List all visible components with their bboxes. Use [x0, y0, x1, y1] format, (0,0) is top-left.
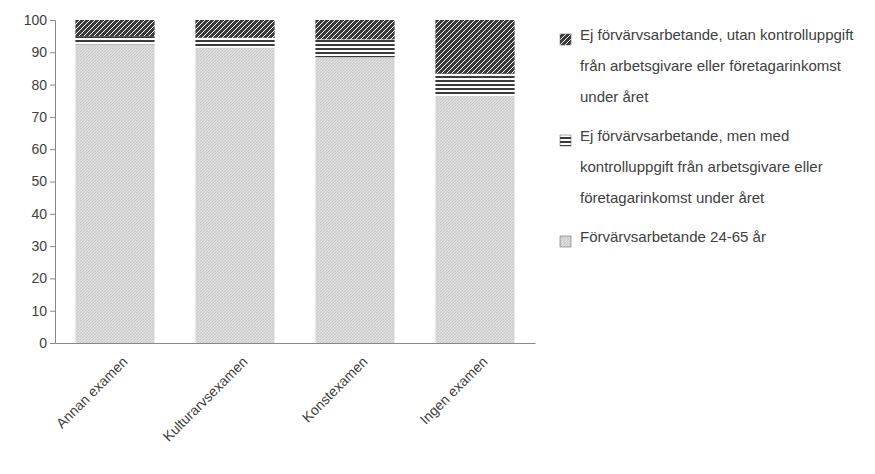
tick-mark [50, 214, 55, 215]
chart: 0 10 20 30 40 50 60 70 80 90 100 Annan examen Kultur… [0, 0, 875, 474]
bar [435, 20, 514, 73]
tick: 80 [31, 77, 55, 93]
tick: 90 [31, 44, 55, 60]
tick: Annan examen [53, 343, 131, 431]
bar [75, 44, 154, 343]
bar [195, 38, 274, 48]
series [75, 44, 514, 343]
tick: 50 [31, 173, 55, 189]
tick-mark [50, 85, 55, 86]
tick: 20 [31, 270, 55, 286]
axis-line [50, 21, 56, 344]
bar [75, 36, 154, 44]
legend-swatch [560, 236, 571, 247]
tick-mark [50, 182, 55, 183]
tick-mark [50, 117, 55, 118]
tick-label: 90 [31, 44, 47, 60]
tick: 10 [31, 303, 55, 319]
tick: 100 [24, 12, 55, 28]
tick: Ingen examen [417, 343, 491, 427]
bars [75, 20, 514, 343]
tick-mark [50, 149, 55, 150]
tick-mark [50, 20, 55, 21]
tick: 30 [31, 238, 55, 254]
bar [435, 96, 514, 343]
tick: 40 [31, 206, 55, 222]
tick-label: Ingen examen [417, 353, 491, 427]
legend-item: Förvärvsarbetande 24-65 år [560, 228, 766, 247]
legend-swatch [560, 34, 571, 45]
tick-mark [50, 343, 55, 344]
tick-label: 80 [31, 77, 47, 93]
bar [435, 73, 514, 96]
series [75, 20, 514, 73]
y-axis: 0 10 20 30 40 50 60 70 80 90 100 [24, 12, 56, 351]
tick-label: Kulturarvsexamen [160, 353, 251, 444]
tick-label: 100 [24, 12, 48, 28]
bar [195, 47, 274, 343]
legend-item: Ej förvärvsarbetande, men medkontrollupp… [560, 127, 823, 206]
tick: Kulturarvsexamen [160, 343, 251, 444]
legend-item: Ej förvärvsarbetande, utan kontrolluppgi… [560, 26, 854, 105]
legend-label: Ej förvärvsarbetande, men medkontrollupp… [580, 127, 823, 206]
tick-label: 20 [31, 270, 47, 286]
tick-label: 50 [31, 173, 47, 189]
bar [75, 20, 154, 36]
tick-label: 40 [31, 206, 47, 222]
x-axis: Annan examen Kulturarvsexamen Konstexamen I… [53, 343, 536, 444]
tick-label: 10 [31, 303, 47, 319]
tick-label: 30 [31, 238, 47, 254]
axis-line [56, 343, 536, 344]
tick-mark [50, 52, 55, 53]
tick-label: 60 [31, 141, 47, 157]
tick-label: 70 [31, 109, 47, 125]
tick-label: Annan examen [53, 353, 131, 431]
tick: Konstexamen [299, 343, 371, 425]
tick-mark [50, 311, 55, 312]
tick: 0 [39, 335, 55, 351]
tick: 70 [31, 109, 55, 125]
legend: Ej förvärvsarbetande, utan kontrolluppgi… [560, 26, 854, 247]
legend-swatch [560, 135, 571, 146]
bar [315, 39, 394, 57]
tick-label: Konstexamen [299, 353, 371, 425]
bar [315, 20, 394, 39]
tick-mark [50, 246, 55, 247]
tick: 60 [31, 141, 55, 157]
legend-label: Ej förvärvsarbetande, utan kontrolluppgi… [580, 26, 854, 105]
plot: 0 10 20 30 40 50 60 70 80 90 100 Annan examen Kultur… [24, 12, 536, 445]
bar [315, 57, 394, 343]
bar [195, 20, 274, 38]
tick-label: 0 [39, 335, 47, 351]
tick-mark [50, 278, 55, 279]
legend-label: Förvärvsarbetande 24-65 år [580, 228, 766, 245]
